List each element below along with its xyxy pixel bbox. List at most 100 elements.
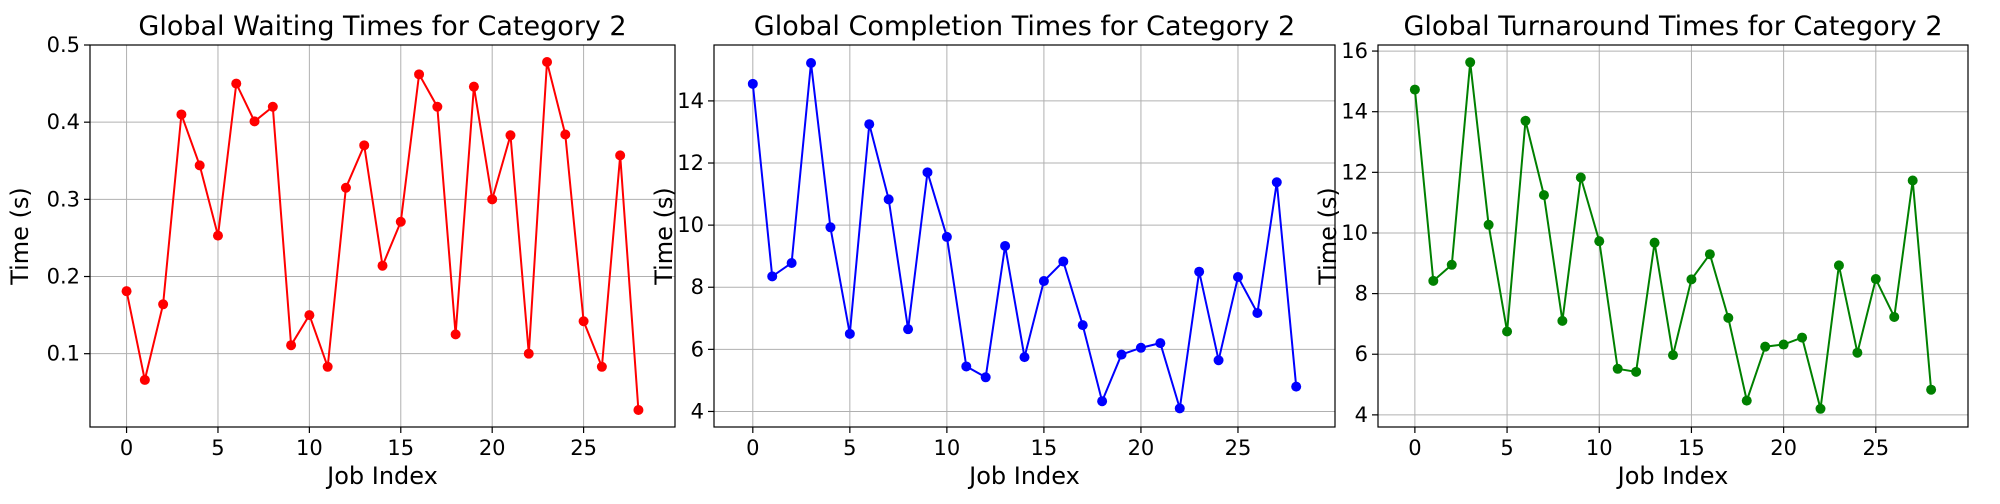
y-tick-label: 12 [1341,160,1368,184]
data-point [231,78,242,89]
data-point [980,372,991,383]
data-point [1097,396,1108,407]
x-tick-label: 5 [1500,436,1513,460]
data-point [1038,276,1049,287]
data-point [468,81,479,92]
data-point [961,361,972,372]
y-tick-label: 10 [1341,221,1368,245]
y-tick-label: 0.1 [47,342,80,366]
data-point [1557,315,1568,326]
data-point [1232,271,1243,282]
data-point [1000,240,1011,251]
data-point [1760,341,1771,352]
data-point [1741,395,1752,406]
y-tick-label: 0.2 [47,265,80,289]
data-point [249,116,260,127]
x-tick-label: 15 [1678,436,1705,460]
data-point [941,231,952,242]
data-point [1686,274,1697,285]
y-tick-label: 4 [691,399,704,423]
data-point [139,374,150,385]
y-tick-label: 0.5 [47,33,80,57]
x-tick-label: 25 [1225,436,1252,460]
y-tick-label: 6 [1355,342,1368,366]
y-axis-label: Time (s) [650,187,678,286]
x-axis-label: Job Index [967,462,1080,490]
data-point [1291,381,1302,392]
data-point [304,310,315,321]
data-point [450,329,461,340]
x-tick-label: 10 [296,436,323,460]
data-point [395,216,406,227]
data-point [158,299,169,310]
x-axis-label: Job Index [1616,462,1729,490]
data-point [1520,115,1531,126]
data-point [596,361,607,372]
data-point [1077,320,1088,331]
data-point [1155,338,1166,349]
data-point [1135,342,1146,353]
y-tick-label: 8 [1355,282,1368,306]
data-point [1019,352,1030,363]
data-point [1575,172,1586,183]
data-point [615,150,626,161]
data-point [121,286,132,297]
x-tick-label: 10 [934,436,961,460]
data-point [176,109,187,120]
data-point [487,194,498,205]
data-point [1594,236,1605,247]
x-tick-label: 10 [1586,436,1613,460]
x-tick-label: 20 [479,436,506,460]
chart-panel-1: 0 5 10 15 20 25 0.1 0.2 0.3 0.4 0.5 Global Waiting … [6,11,676,490]
data-point [1483,219,1494,230]
x-tick-label: 25 [1862,436,1889,460]
x-tick-label: 25 [570,436,597,460]
x-tick-label: 0 [1408,436,1421,460]
chart-title: Global Completion Times for Category 2 [754,11,1295,42]
x-tick-label: 15 [1031,436,1058,460]
data-point [1723,312,1734,323]
data-point [1446,259,1457,270]
data-point [1252,308,1263,319]
data-point [267,101,278,112]
data-point [542,56,553,67]
data-point [1465,57,1476,68]
plot-frame [1377,44,1969,428]
data-point [1815,403,1826,414]
data-point [1213,355,1224,366]
data-point [578,316,589,327]
data-point [1058,256,1069,267]
data-point [523,348,534,359]
chart-title: Global Turnaround Times for Category 2 [1404,11,1943,42]
x-tick-label: 5 [211,436,224,460]
plot-frame [713,44,1336,428]
data-point [633,405,644,416]
data-point [286,340,297,351]
y-tick-label: 12 [677,151,704,175]
data-point [767,271,778,282]
data-point [864,119,875,130]
plot-frame [89,44,676,428]
y-tick-label: 10 [677,213,704,237]
data-point [806,58,817,69]
data-point [1668,350,1678,361]
y-tick-label: 16 [1341,39,1368,63]
y-axis-label: Time (s) [6,187,34,286]
data-point [747,78,758,89]
x-tick-label: 15 [387,436,414,460]
data-point [505,130,516,141]
data-point [1852,347,1863,358]
data-point [1271,177,1282,188]
data-point [1538,190,1549,201]
data-point [1870,274,1881,285]
data-point [1194,266,1205,277]
data-point [1502,326,1513,337]
data-point [560,129,571,140]
data-point [1409,84,1420,95]
x-axis-label: Job Index [325,462,438,490]
y-tick-label: 4 [1355,403,1368,427]
chart-title: Global Waiting Times for Category 2 [138,11,626,42]
data-point [1833,260,1844,271]
